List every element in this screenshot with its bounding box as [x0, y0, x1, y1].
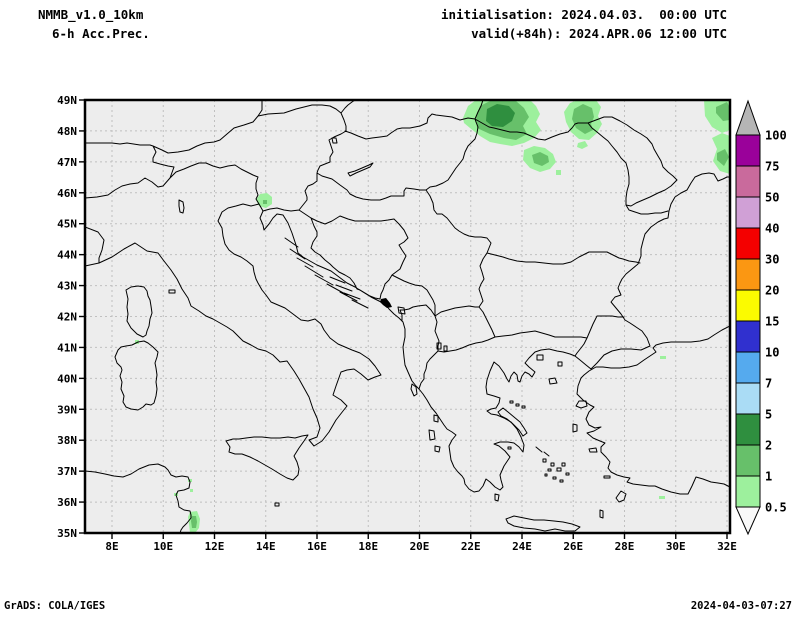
colorbar-cell: [735, 320, 761, 353]
precipitation-shading: [135, 100, 730, 533]
country-borders: [85, 100, 678, 390]
lat-tick-label: 40N: [57, 372, 77, 385]
colorbar-label: 10: [765, 346, 779, 360]
lakes: [178, 137, 448, 352]
colorbar-cell: [735, 289, 761, 322]
valid-time-label: valid(+84h): 2024.APR.06 12:00 UTC: [471, 26, 727, 41]
lat-tick-label: 37N: [57, 465, 77, 478]
lat-tick-label: 49N: [57, 94, 77, 107]
colorbar-cell: [735, 134, 761, 167]
model-title: NMMB_v1.0_10km: [38, 7, 144, 22]
lon-tick-label: 16E: [307, 540, 327, 553]
colorbar-label: 75: [765, 160, 779, 174]
colorbar-cell: [735, 475, 761, 508]
lon-tick-label: 22E: [461, 540, 481, 553]
coastline-africa: [85, 463, 192, 533]
lon-tick-label: 20E: [410, 540, 430, 553]
colorbar-cell: [735, 382, 761, 415]
creation-timestamp: 2024-04-03-07:27: [690, 600, 792, 612]
lat-tick-label: 42N: [57, 311, 77, 324]
coastline-anatolia: [576, 325, 730, 495]
precip-area-1mm: [191, 516, 197, 528]
colorbar-label: 20: [765, 284, 779, 298]
colorbar-cell: [735, 258, 761, 291]
colorbar-label: 5: [765, 408, 772, 422]
colorbar-cell: [735, 351, 761, 384]
precip-area-0.5mm: [577, 141, 588, 149]
colorbar-label: 2: [765, 439, 772, 453]
colorbar-label: 40: [765, 222, 779, 236]
lat-tick-label: 38N: [57, 434, 77, 447]
lat-tick-label: 43N: [57, 280, 77, 293]
lat-tick-label: 48N: [57, 125, 77, 138]
grads-credit: GrADS: COLA/IGES: [4, 600, 106, 612]
graticule: [85, 100, 730, 533]
precip-area-0.5mm: [190, 489, 193, 492]
product-title: 6-h Acc.Prec.: [52, 26, 150, 41]
colorbar-label: 1: [765, 470, 772, 484]
precip-area-1mm: [263, 200, 267, 204]
lon-tick-label: 8E: [105, 540, 118, 553]
coastline-europe: [85, 172, 730, 493]
colorbar-cell: [735, 196, 761, 229]
lat-tick-label: 39N: [57, 403, 77, 416]
lat-tick-label: 45N: [57, 218, 77, 231]
colorbar-label: 30: [765, 253, 779, 267]
colorbar-under-arrow: [735, 506, 761, 536]
colorbar-label: 15: [765, 315, 779, 329]
lon-tick-label: 18E: [358, 540, 378, 553]
colorbar-label: 0.5: [765, 501, 787, 515]
colorbar-label: 7: [765, 377, 772, 391]
lat-tick-label: 35N: [57, 527, 77, 540]
precip-area-2mm: [486, 104, 515, 127]
lat-tick-label: 46N: [57, 187, 77, 200]
colorbar-cell: [735, 227, 761, 260]
colorbar-cell: [735, 165, 761, 198]
lon-tick-label: 32E: [717, 540, 737, 553]
colorbar-cell: [735, 413, 761, 446]
axis-labels: 8E 10E 12E 14E 16E 18E 20E 22E 24E 26E 28E 30E 32E 49…: [57, 94, 737, 553]
precip-area-1mm: [716, 102, 730, 121]
axis-ticks: [79, 99, 728, 539]
colorbar-label: 50: [765, 191, 779, 205]
precip-area-0.5mm: [556, 170, 561, 175]
lat-tick-label: 44N: [57, 249, 77, 262]
precip-area-0.5mm: [659, 496, 665, 499]
colorbar-over-arrow: [735, 99, 761, 136]
precip-area-1mm: [717, 149, 729, 166]
lon-tick-label: 12E: [205, 540, 225, 553]
lon-tick-label: 30E: [666, 540, 686, 553]
lon-tick-label: 26E: [563, 540, 583, 553]
lon-tick-label: 28E: [615, 540, 635, 553]
lon-tick-label: 14E: [256, 540, 276, 553]
precip-area-1mm: [532, 152, 549, 166]
lat-tick-label: 47N: [57, 156, 77, 169]
lon-tick-label: 24E: [512, 540, 532, 553]
location-marker: [380, 298, 392, 308]
coastlines-and-borders: [85, 100, 730, 533]
lat-tick-label: 36N: [57, 496, 77, 509]
colorbar-cell: [735, 444, 761, 477]
precip-area-1mm: [572, 104, 594, 134]
islands: [114, 237, 627, 532]
lat-tick-label: 41N: [57, 341, 77, 354]
init-time-label: initialisation: 2024.04.03. 00:00 UTC: [441, 7, 727, 22]
colorbar-label: 100: [765, 129, 787, 143]
lon-tick-label: 10E: [153, 540, 173, 553]
precip-area-0.5mm: [660, 356, 666, 359]
